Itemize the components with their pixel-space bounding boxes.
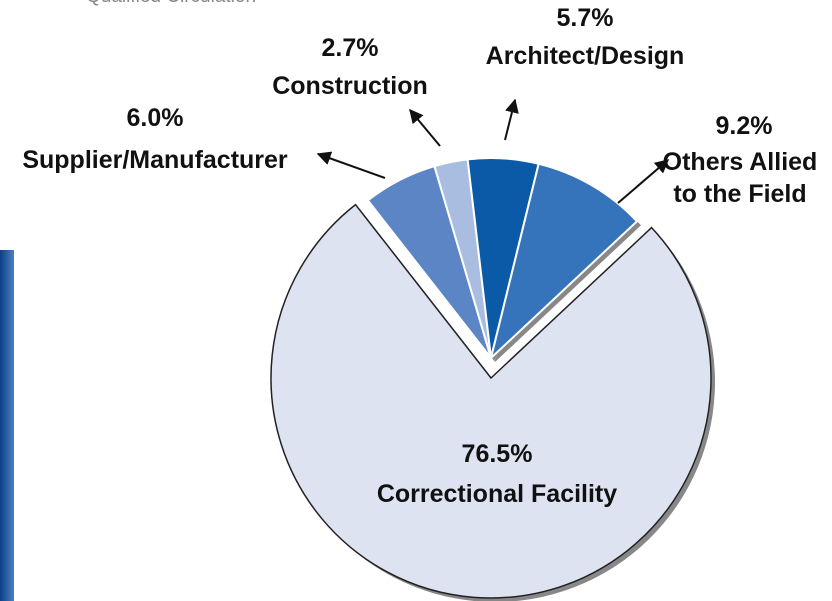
slice [270,203,712,599]
arrow [316,151,386,179]
category-label: Supplier/Manufacturer [22,146,288,174]
arrows [316,98,670,204]
value-label: 5.7% [556,4,614,32]
category-label: Architect/Design [485,42,685,70]
slice [489,162,639,362]
arrow [617,159,670,204]
category-label: Correctional Facility [376,480,618,508]
arrow [504,98,519,141]
chart-title: Qualified Circulation [86,0,256,8]
category-label: Construction [272,72,428,100]
value-label: 2.7% [321,34,379,62]
value-label: 9.2% [715,112,773,140]
pie [270,157,715,601]
arrow [409,108,441,147]
category-label: Others Allied to the Field [662,148,818,208]
value-label: 76.5% [461,440,533,468]
side-strip [0,250,14,601]
value-label: 6.0% [126,104,184,132]
